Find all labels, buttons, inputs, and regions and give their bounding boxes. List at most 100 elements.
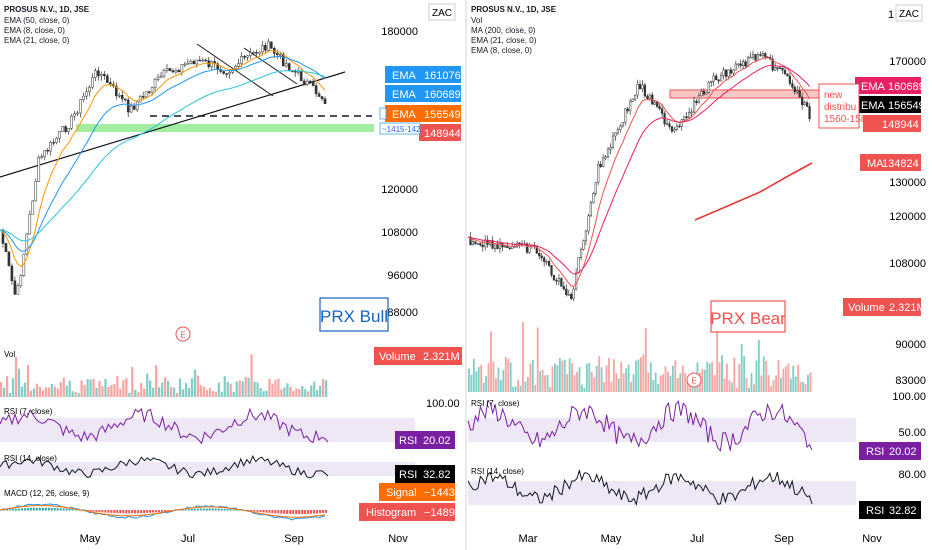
right-candle-body [722, 69, 725, 76]
right-vol-bar [475, 371, 478, 392]
right-indicator-2: MA (200, close, 0) [471, 26, 536, 35]
left-vol-bar [62, 377, 65, 397]
macd-hist-bar [301, 510, 304, 515]
right-vol-bar [546, 374, 549, 392]
left-candle-body [153, 79, 157, 89]
right-vol-bar [809, 372, 812, 392]
right-vol-bar [802, 382, 805, 392]
left-candle-body [204, 59, 208, 62]
right-candle-body [503, 245, 506, 248]
left-vol-bar [301, 385, 304, 397]
macd-hist-bar [262, 510, 265, 513]
left-candle-body [19, 275, 23, 286]
left-vol-bar [53, 386, 56, 397]
right-rsi7-line [467, 399, 813, 452]
left-vol-bar [98, 380, 101, 397]
rsi-band [0, 418, 415, 442]
right-vol-bar [468, 368, 470, 392]
right-vol-bar [807, 374, 809, 392]
left-price-pane[interactable] [0, 38, 374, 296]
left-vol-bar [184, 383, 188, 397]
badge-value: 20.02 [889, 446, 917, 458]
left-vol-bar [271, 383, 274, 397]
right-vol-bar [733, 357, 736, 392]
macd-hist-bar [184, 509, 187, 511]
right-price-pane[interactable] [467, 50, 823, 392]
left-vol-bar [41, 390, 44, 397]
right-candle-body [641, 84, 644, 90]
left-indicator-1: EMA (50, close, 0) [4, 16, 70, 25]
left-vol-bar [59, 382, 62, 397]
left-vol-bar [131, 367, 134, 397]
right-candle-body [633, 94, 637, 100]
right-vol-bar [608, 357, 610, 392]
right-vol-bar [522, 321, 524, 392]
left-earnings-marker[interactable] [175, 326, 191, 342]
badge-value: 2.321M [889, 302, 926, 314]
left-chart[interactable]: PROSUS N.V., 1D, JSE EMA (50, close, 0) … [0, 3, 462, 545]
left-candle-body [25, 233, 29, 255]
left-candle-body [177, 70, 181, 73]
macd-hist-bar [265, 510, 268, 513]
macd-hist-bar [104, 510, 107, 513]
macd-hist-bar [59, 508, 62, 511]
right-vol-bar [782, 368, 785, 392]
right-candle-body [675, 125, 678, 130]
right-candle-body [629, 101, 632, 112]
right-vol-bar [499, 379, 502, 392]
right-vol-bar [504, 356, 507, 392]
right-vol-bar [649, 362, 652, 392]
right-vol-bar [620, 361, 623, 392]
macd-hist-bar [92, 510, 95, 512]
right-candle-body [471, 241, 475, 245]
macd-hist-bar [152, 510, 155, 513]
left-candle-body [135, 101, 139, 110]
left-candle-body [302, 80, 306, 85]
right-vol-bar [635, 360, 637, 392]
right-vol-bar [490, 331, 492, 392]
left-candle-body [258, 51, 261, 54]
right-candle-body [584, 230, 588, 242]
right-chart[interactable]: PROSUS N.V., 1D, JSE Vol MA (200, close,… [467, 4, 926, 545]
right-candle-body [609, 147, 612, 150]
right-vol-bar [514, 386, 517, 392]
left-price-tick: 96000 [387, 270, 418, 282]
right-candle-body [717, 79, 720, 82]
left-vol-bar [77, 392, 80, 397]
macd-hist-bar [220, 508, 223, 511]
right-vol-bar [571, 363, 574, 392]
left-candle-body [94, 70, 97, 78]
left-vol-bar [5, 376, 9, 397]
macd-hist-bar [29, 507, 32, 511]
right-vol-bar [526, 376, 529, 392]
left-vol-bar [155, 365, 158, 397]
left-candle-body [85, 91, 88, 97]
right-candle-body [793, 87, 796, 93]
zone-label-text: ~1415-142 [382, 125, 421, 134]
right-earnings-marker[interactable] [686, 372, 702, 388]
left-candle-body [165, 68, 169, 71]
right-currency-box[interactable] [895, 4, 923, 22]
macd-hist-bar [271, 510, 274, 514]
right-candle-body [688, 112, 691, 118]
left-candle-body [37, 156, 41, 182]
macd-hist-bar [217, 508, 220, 511]
rsi-band [468, 418, 856, 442]
right-candle-body [498, 242, 502, 250]
macd-hist-bar [23, 508, 26, 511]
left-vol-bar [190, 378, 194, 397]
right-candle-body [744, 61, 747, 67]
right-candle-body [661, 108, 664, 114]
right-vol-bar [794, 376, 797, 392]
left-candle-body [249, 52, 252, 57]
left-vol-bar [235, 381, 238, 397]
right-vol-bar [509, 362, 512, 392]
left-candle-body [278, 53, 282, 56]
left-vol-bar [274, 380, 277, 397]
right-candle-body [552, 274, 556, 281]
macd-hist-bar [119, 510, 122, 514]
right-vol-bar [735, 387, 738, 392]
left-candle-body [109, 82, 112, 85]
left-candle-body [147, 91, 151, 93]
left-currency-box[interactable] [428, 3, 456, 21]
